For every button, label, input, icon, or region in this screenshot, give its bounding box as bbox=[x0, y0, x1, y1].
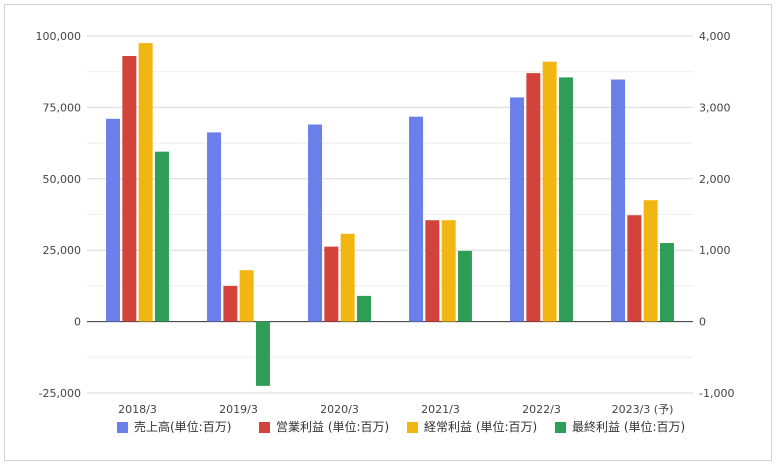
bar bbox=[611, 79, 626, 322]
legend-label: 経常利益 (単位:百万) bbox=[424, 419, 537, 434]
y-left-tick-label: 50,000 bbox=[43, 173, 82, 186]
bar bbox=[356, 295, 371, 322]
legend-label: 営業利益 (単位:百万) bbox=[276, 419, 389, 434]
bar bbox=[510, 97, 525, 322]
y-left-tick-label: 25,000 bbox=[43, 244, 82, 257]
y-left-tick-label: 75,000 bbox=[43, 101, 82, 114]
y-right-tick-label: -1,000 bbox=[699, 387, 734, 400]
y-left-tick-label: 100,000 bbox=[36, 30, 82, 43]
legend-label: 売上高(単位:百万) bbox=[134, 419, 231, 434]
bars bbox=[106, 43, 674, 386]
bar bbox=[457, 250, 472, 322]
bar bbox=[207, 132, 222, 322]
bar bbox=[441, 220, 456, 322]
x-tick-label: 2021/3 bbox=[421, 403, 460, 416]
bar bbox=[223, 285, 238, 322]
bar bbox=[239, 270, 254, 322]
bar bbox=[122, 55, 137, 322]
bar bbox=[526, 73, 541, 322]
legend-swatch bbox=[117, 422, 128, 433]
chart-frame: 100,000 75,000 50,000 25,000 0 -25,000 4,000 3,… bbox=[4, 4, 772, 461]
bar bbox=[255, 321, 270, 386]
x-tick-label: 2018/3 bbox=[118, 403, 157, 416]
bar bbox=[627, 215, 642, 322]
bar bbox=[308, 124, 323, 322]
legend: 売上高(単位:百万) 営業利益 (単位:百万) 経常利益 (単位:百万) 最終利益 (… bbox=[117, 419, 685, 434]
x-tick-label: 2020/3 bbox=[320, 403, 359, 416]
bar bbox=[542, 61, 557, 322]
bar bbox=[106, 118, 121, 322]
bar bbox=[340, 233, 355, 322]
gridlines bbox=[87, 35, 693, 394]
legend-swatch bbox=[555, 422, 566, 433]
legend-swatch bbox=[407, 422, 418, 433]
x-tick-label: 2023/3 (予) bbox=[612, 403, 674, 416]
bar bbox=[558, 77, 573, 322]
axes: 100,000 75,000 50,000 25,000 0 -25,000 4,000 3,… bbox=[36, 30, 735, 416]
y-left-tick-label: -25,000 bbox=[39, 387, 81, 400]
y-right-tick-label: 3,000 bbox=[699, 101, 731, 114]
y-right-tick-label: 1,000 bbox=[699, 244, 731, 257]
bar bbox=[138, 43, 153, 322]
bar bbox=[154, 151, 169, 322]
y-right-tick-label: 0 bbox=[699, 316, 706, 329]
bar bbox=[409, 116, 424, 322]
bar bbox=[425, 220, 440, 322]
bar bbox=[324, 246, 339, 322]
x-tick-label: 2022/3 bbox=[522, 403, 561, 416]
bar bbox=[643, 200, 658, 322]
y-right-tick-label: 4,000 bbox=[699, 30, 731, 43]
legend-label: 最終利益 (単位:百万) bbox=[572, 419, 685, 434]
legend-swatch bbox=[259, 422, 270, 433]
y-right-tick-label: 2,000 bbox=[699, 173, 731, 186]
x-tick-label: 2019/3 bbox=[219, 403, 258, 416]
bar bbox=[659, 243, 674, 322]
bar-chart: 100,000 75,000 50,000 25,000 0 -25,000 4,000 3,… bbox=[36, 30, 735, 434]
y-left-tick-label: 0 bbox=[74, 316, 81, 329]
